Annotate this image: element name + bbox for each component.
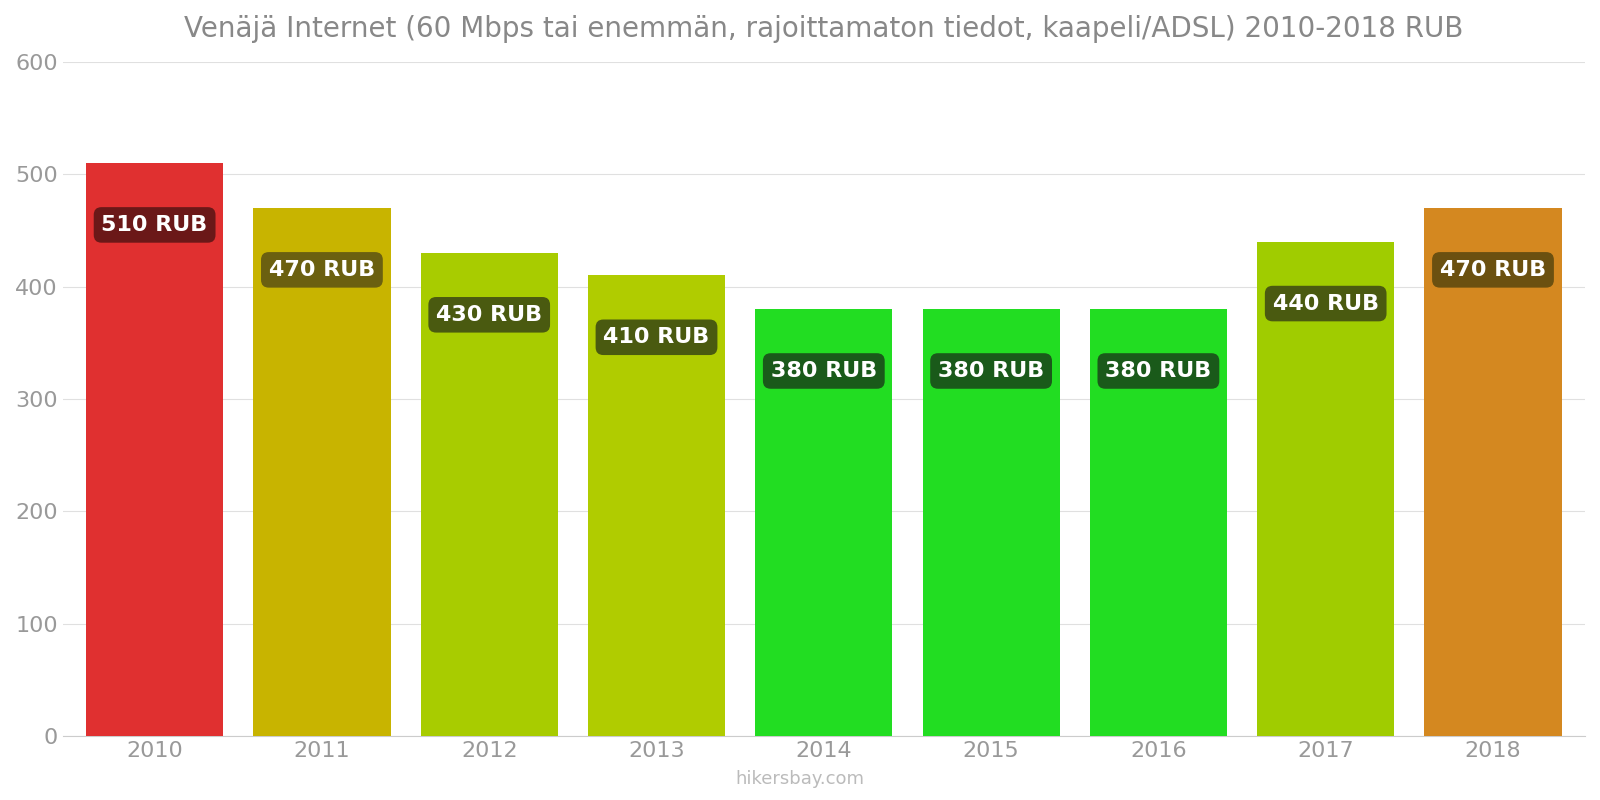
Bar [253, 208, 390, 736]
Text: 510 RUB: 510 RUB [101, 215, 208, 235]
Bar [755, 309, 893, 736]
Bar [1424, 208, 1562, 736]
Bar [86, 163, 224, 736]
Text: 440 RUB: 440 RUB [1272, 294, 1379, 314]
Text: 380 RUB: 380 RUB [938, 361, 1045, 381]
Text: 430 RUB: 430 RUB [437, 305, 542, 325]
Text: hikersbay.com: hikersbay.com [736, 770, 864, 788]
Text: 470 RUB: 470 RUB [269, 260, 374, 280]
Bar [421, 253, 558, 736]
Bar [1258, 242, 1394, 736]
Bar [587, 275, 725, 736]
Text: 380 RUB: 380 RUB [771, 361, 877, 381]
Bar [1090, 309, 1227, 736]
Text: 380 RUB: 380 RUB [1106, 361, 1211, 381]
Title: Venäjä Internet (60 Mbps tai enemmän, rajoittamaton tiedot, kaapeli/ADSL) 2010-2: Venäjä Internet (60 Mbps tai enemmän, ra… [184, 15, 1464, 43]
Text: 410 RUB: 410 RUB [603, 327, 710, 347]
Bar [923, 309, 1059, 736]
Text: 470 RUB: 470 RUB [1440, 260, 1546, 280]
